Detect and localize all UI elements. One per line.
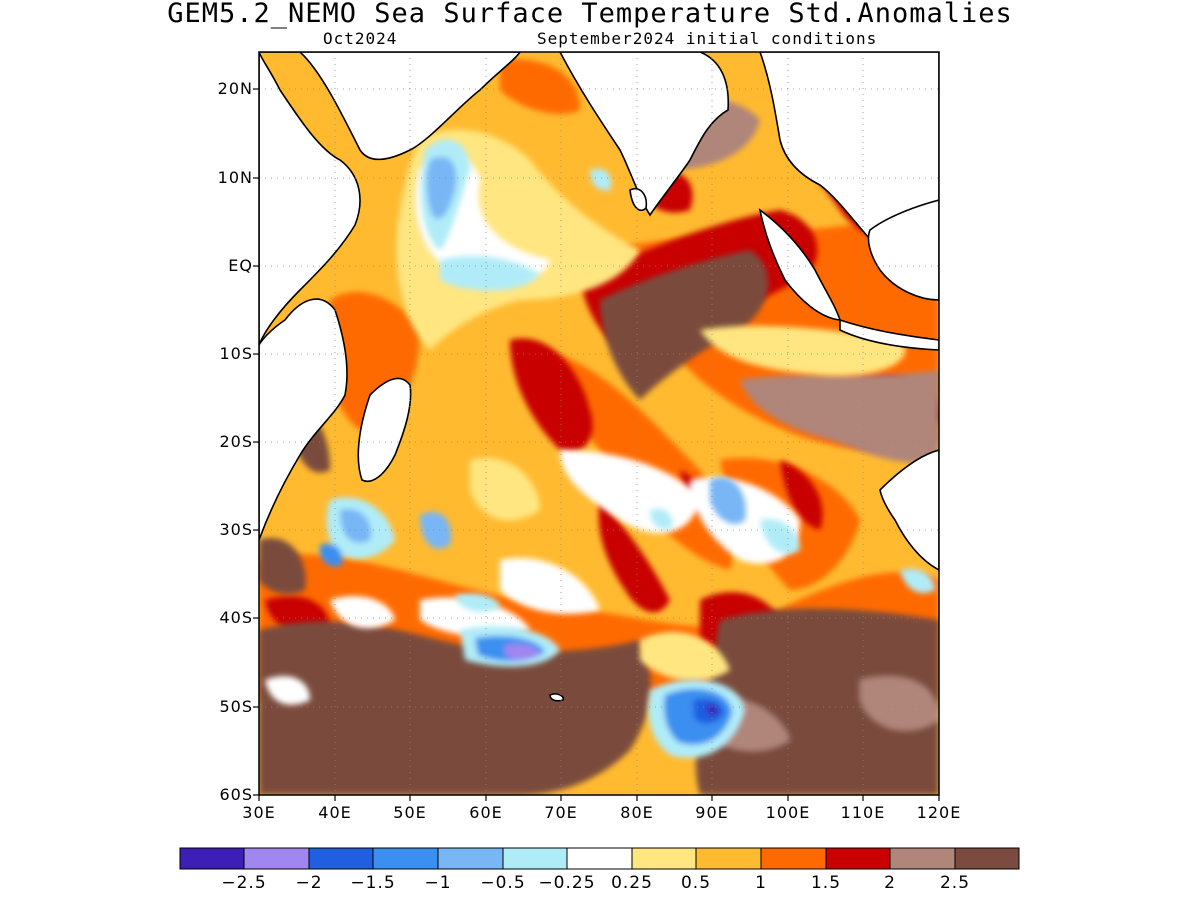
lat-label-eq: EQ	[228, 256, 253, 275]
colorbar-swatch	[760, 847, 827, 870]
colorbar	[179, 847, 1020, 870]
arabian-peninsula	[259, 52, 521, 161]
colorbar-label: 2.5	[939, 873, 971, 893]
lon-label-30e: 30E	[242, 803, 276, 822]
lon-label-100e: 100E	[765, 803, 811, 822]
lat-label-20s: 20S	[219, 432, 253, 451]
colorbar-label: −2.5	[221, 873, 267, 893]
colorbar-label: −1	[424, 873, 452, 893]
colorbar-label: 0.25	[611, 873, 653, 893]
indian-subcontinent	[559, 52, 730, 217]
forecast-month: Oct2024	[323, 29, 398, 48]
colorbar-swatch	[954, 847, 1020, 870]
africa-horn	[259, 52, 361, 346]
colorbar-label: 0.5	[680, 873, 712, 893]
africa-east	[259, 298, 348, 541]
map-frame	[258, 51, 940, 796]
colorbar-swatch	[308, 847, 374, 870]
initial-conditions: September2024 initial conditions	[537, 29, 878, 48]
colorbar-label: 1.5	[810, 873, 842, 893]
lon-label-90e: 90E	[695, 803, 729, 822]
lat-label-40s: 40S	[219, 608, 253, 627]
madagascar	[357, 377, 412, 482]
lon-label-80e: 80E	[620, 803, 654, 822]
lon-label-110e: 110E	[840, 803, 886, 822]
sri-lanka	[629, 188, 648, 212]
lat-label-50s: 50S	[219, 697, 253, 716]
lat-label-20n: 20N	[217, 79, 253, 98]
kerguelen	[549, 693, 565, 702]
colorbar-swatch	[889, 847, 956, 870]
colorbar-swatch	[437, 847, 504, 870]
axis-ticks	[253, 88, 940, 801]
brown-field	[259, 95, 939, 795]
cool-field	[319, 139, 935, 758]
colorbar-label: −0.25	[538, 873, 596, 893]
java	[839, 318, 939, 351]
borneo	[867, 199, 939, 301]
lat-label-10s: 10S	[219, 344, 253, 363]
lon-label-70e: 70E	[544, 803, 578, 822]
colorbar-swatch	[825, 847, 891, 870]
colorbar-label: 1	[755, 873, 767, 893]
lon-label-40e: 40E	[318, 803, 352, 822]
colorbar-swatch	[695, 847, 762, 870]
colorbar-swatch	[243, 847, 310, 870]
chart-title: GEM5.2_NEMO Sea Surface Temperature Std.…	[167, 0, 1013, 29]
lon-label-120e: 120E	[916, 803, 962, 822]
colorbar-swatch	[631, 847, 697, 870]
australia-west	[879, 449, 939, 571]
colorbar-swatch	[179, 847, 245, 870]
lon-label-60e: 60E	[469, 803, 503, 822]
colorbar-label: −2	[295, 873, 323, 893]
colorbar-swatch	[502, 847, 568, 870]
lat-label-60s: 60S	[219, 785, 253, 804]
lat-label-30s: 30S	[219, 520, 253, 539]
colorbar-label: −0.5	[480, 873, 526, 893]
lon-label-50e: 50E	[393, 803, 427, 822]
land-masses	[259, 52, 939, 702]
colorbar-swatch	[566, 847, 633, 870]
colorbar-swatch	[372, 847, 439, 870]
lat-label-10n: 10N	[217, 168, 253, 187]
colorbar-label: −1.5	[350, 873, 396, 893]
colorbar-label: 2	[884, 873, 896, 893]
map-plot-area	[259, 52, 939, 795]
